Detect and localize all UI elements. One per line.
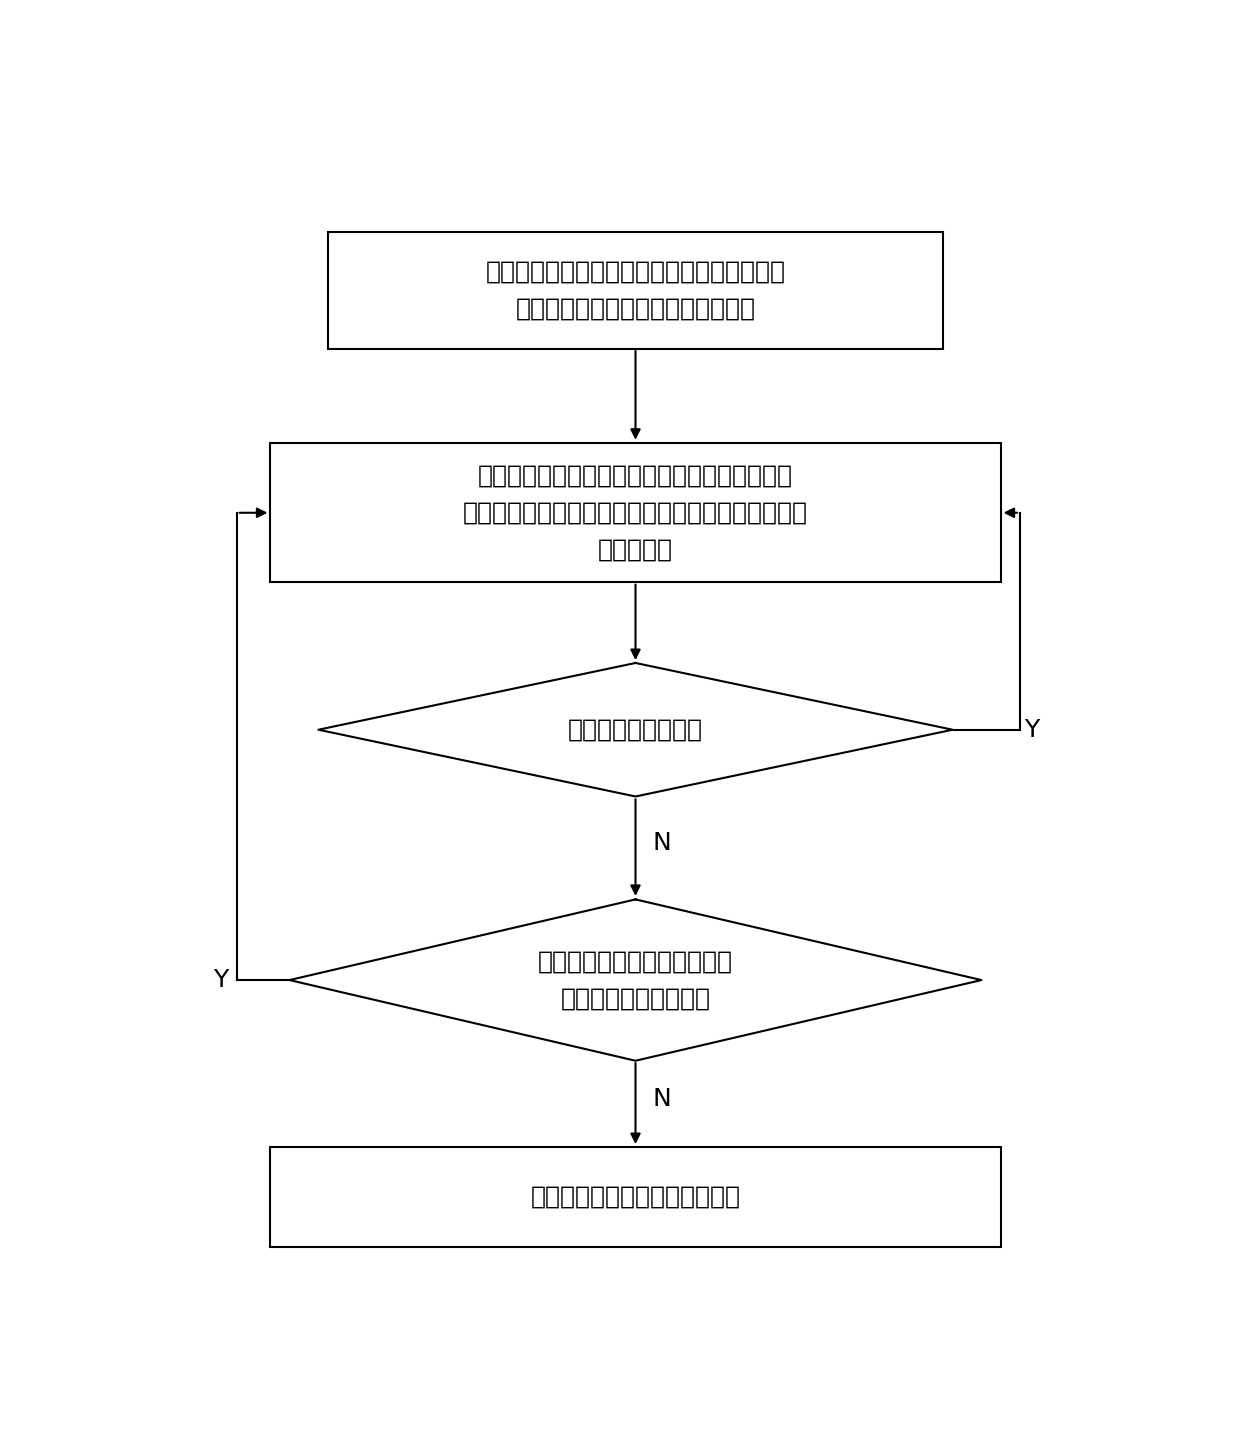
Polygon shape [290, 899, 982, 1061]
Text: Y: Y [213, 968, 228, 993]
Text: 当前结点的正向子结点、逆向
子结点、祖结点不相等: 当前结点的正向子结点、逆向 子结点、祖结点不相等 [538, 949, 733, 1010]
Bar [270, 1147, 1001, 1247]
Text: 基于正向搜索方法得到当前结点的正向子结点，
基于逆向搜索方法得到当前结点的逆向子结点，构建
二叉搜索树: 基于正向搜索方法得到当前结点的正向子结点， 基于逆向搜索方法得到当前结点的逆向子… [463, 464, 808, 562]
Bar [270, 444, 1001, 582]
Text: Y: Y [1024, 718, 1039, 741]
Polygon shape [319, 663, 952, 796]
Text: N: N [652, 831, 672, 855]
Text: N: N [652, 1087, 672, 1111]
Text: 当前子结点无祖结点: 当前子结点无祖结点 [568, 718, 703, 741]
Bar [327, 231, 944, 348]
Text: 采用启发式算法求解同顺序流水线车间调度的
初始解，作为第一次搜索的当前结点: 采用启发式算法求解同顺序流水线车间调度的 初始解，作为第一次搜索的当前结点 [486, 260, 785, 321]
Text: 三者的值为最优解，树搜索结束: 三者的值为最优解，树搜索结束 [531, 1185, 740, 1209]
